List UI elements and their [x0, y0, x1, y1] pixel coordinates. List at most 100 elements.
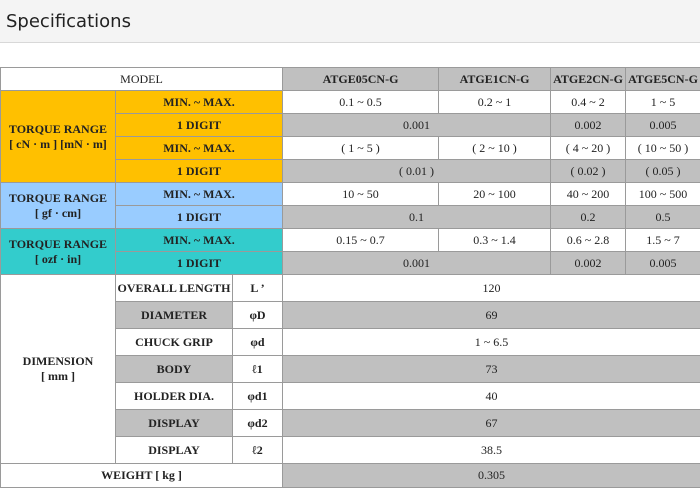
header-cell: ATGE05CN-G	[282, 67, 440, 91]
cell-text: 20 ~ 100	[473, 186, 516, 201]
cell-text: 73	[485, 361, 498, 376]
table-cell: 0.2 ~ 1	[438, 90, 552, 114]
table-cell: ( 4 ~ 20 )	[550, 136, 627, 160]
cell-text: [ ozf · in]	[34, 251, 82, 266]
cell-text: [ mm ]	[41, 369, 75, 383]
row-label: DISPLAY	[115, 436, 233, 464]
group-label: TORQUE RANGE[ gf · cm]	[0, 182, 116, 229]
table-cell: 1.5 ~ 7	[625, 228, 700, 252]
row-label: 1 DIGIT	[114, 159, 284, 183]
spec-table: MODEL ATGE05CN-G ATGE1CN-G ATGE2CN-G ATGE5CN…	[0, 67, 700, 488]
cell-text: 38.5	[481, 442, 503, 457]
table-cell: 120	[282, 274, 700, 302]
cell-text: ( 10 ~ 50 )	[637, 140, 689, 155]
symbol: L ’	[231, 274, 284, 302]
table-cell: ( 2 ~ 10 )	[438, 136, 552, 160]
row-label: MIN. ~ MAX.	[114, 136, 284, 160]
cell-text: 0.5	[655, 209, 671, 224]
table-row: DISPLAY ℓ2 38.5	[1, 436, 700, 464]
table-row: DIAMETER φD 69	[1, 301, 700, 329]
table-cell: 0.002	[550, 113, 627, 137]
table-cell: ( 0.05 )	[625, 159, 700, 183]
table-row: DISPLAY φd2 67	[1, 409, 700, 437]
table-cell: 0.4 ~ 2	[550, 90, 627, 114]
table-cell: 0.005	[625, 113, 700, 137]
symbol: φD	[231, 301, 284, 329]
table-cell: ( 10 ~ 50 )	[625, 136, 700, 160]
row-label: 1 DIGIT	[114, 113, 284, 137]
cell-text: ( 2 ~ 10 )	[472, 140, 517, 155]
table-row: WEIGHT [ kg ] 0.305	[0, 463, 700, 488]
cell-text: 0.005	[649, 117, 677, 132]
cell-text: 40 ~ 200	[566, 186, 610, 201]
cell-text: [ cN · m ] [mN · m]	[9, 136, 107, 151]
table-cell: 0.3 ~ 1.4	[438, 228, 552, 252]
row-label: OVERALL LENGTH	[115, 274, 233, 302]
table-cell: 0.002	[550, 251, 627, 275]
cell-text: ℓ2	[252, 442, 263, 457]
table-cell: 67	[282, 409, 700, 437]
cell-text: MIN. ~ MAX.	[163, 94, 235, 109]
cell-text: 67	[485, 415, 498, 430]
row-label: DISPLAY	[115, 409, 233, 437]
table-cell: ( 1 ~ 5 )	[282, 136, 440, 160]
cell-text: ℓ1	[252, 361, 263, 376]
cell-text: 1 ~ 6.5	[474, 334, 509, 349]
cell-text: 0.1	[409, 209, 425, 224]
table-cell: 100 ~ 500	[625, 182, 700, 206]
table-row: MIN. ~ MAX. ( 1 ~ 5 ) ( 2 ~ 10 ) ( 4 ~ 20 )…	[1, 136, 700, 160]
table-row: TORQUE RANGE[ ozf · in] MIN. ~ MAX. 0.15 ~…	[0, 228, 700, 275]
cell-text: DIMENSION	[22, 354, 94, 368]
cell-text: 1 DIGIT	[176, 255, 222, 270]
cell-text: 0.1 ~ 0.5	[339, 94, 382, 109]
cell-text: 0.002	[574, 255, 602, 270]
cell-text: TORQUE RANGE	[8, 121, 108, 136]
cell-text: HOLDER DIA.	[133, 388, 214, 403]
table-cell: 1 ~ 5	[625, 90, 700, 114]
cell-text: L ’	[250, 280, 265, 295]
header-cell: MODEL	[0, 67, 284, 91]
cell-text: 1 DIGIT	[176, 163, 222, 178]
table-cell: 0.001	[282, 251, 552, 275]
cell-text: MIN. ~ MAX.	[163, 232, 235, 247]
cell-text: ATGE2CN-G	[553, 71, 623, 86]
table-cell: 0.6 ~ 2.8	[550, 228, 627, 252]
table-cell: 40 ~ 200	[550, 182, 627, 206]
table-row: MODEL ATGE05CN-G ATGE1CN-G ATGE2CN-G ATGE5CN…	[0, 67, 700, 91]
cell-text: ATGE5CN-G	[628, 71, 698, 86]
table-row: HOLDER DIA. φd1 40	[1, 382, 700, 410]
table-cell: 40	[282, 382, 700, 410]
cell-text: DISPLAY	[148, 442, 200, 457]
symbol: φd	[231, 328, 284, 356]
group-label: DIMENSION[ mm ]	[0, 274, 116, 464]
table-row: TORQUE RANGE[ cN · m ] [mN · m] MIN. ~ MA…	[0, 90, 700, 183]
cell-text: 120	[482, 280, 501, 295]
symbol: φd2	[231, 409, 284, 437]
row-label: BODY	[115, 355, 233, 383]
table-row: BODY ℓ1 73	[1, 355, 700, 383]
table-cell: 1 ~ 6.5	[282, 328, 700, 356]
cell-text: 10 ~ 50	[342, 186, 379, 201]
header-cell: ATGE5CN-G	[625, 67, 700, 91]
cell-text: 0.001	[403, 117, 431, 132]
cell-text: MIN. ~ MAX.	[163, 186, 235, 201]
row-label: DIAMETER	[115, 301, 233, 329]
row-label: MIN. ~ MAX.	[114, 90, 284, 114]
cell-text: ATGE1CN-G	[459, 71, 530, 86]
cell-text: 0.3 ~ 1.4	[473, 232, 516, 247]
symbol: φd1	[231, 382, 284, 410]
cell-text: 0.15 ~ 0.7	[336, 232, 385, 247]
cell-text: TORQUE RANGE	[8, 190, 108, 205]
cell-text: ATGE05CN-G	[322, 71, 399, 86]
cell-text: ( 4 ~ 20 )	[565, 140, 611, 155]
cell-text: 0.305	[478, 468, 506, 482]
row-label: HOLDER DIA.	[115, 382, 233, 410]
cell-text: ( 1 ~ 5 )	[341, 140, 380, 155]
table-row: 1 DIGIT 0.001 0.002 0.005	[1, 251, 700, 275]
row-label: MIN. ~ MAX.	[114, 228, 284, 252]
cell-text: 100 ~ 500	[638, 186, 688, 201]
table-cell: 0.005	[625, 251, 700, 275]
row-label: CHUCK GRIP	[115, 328, 233, 356]
row-label: MIN. ~ MAX.	[114, 182, 284, 206]
cell-text: DIAMETER	[140, 307, 207, 322]
